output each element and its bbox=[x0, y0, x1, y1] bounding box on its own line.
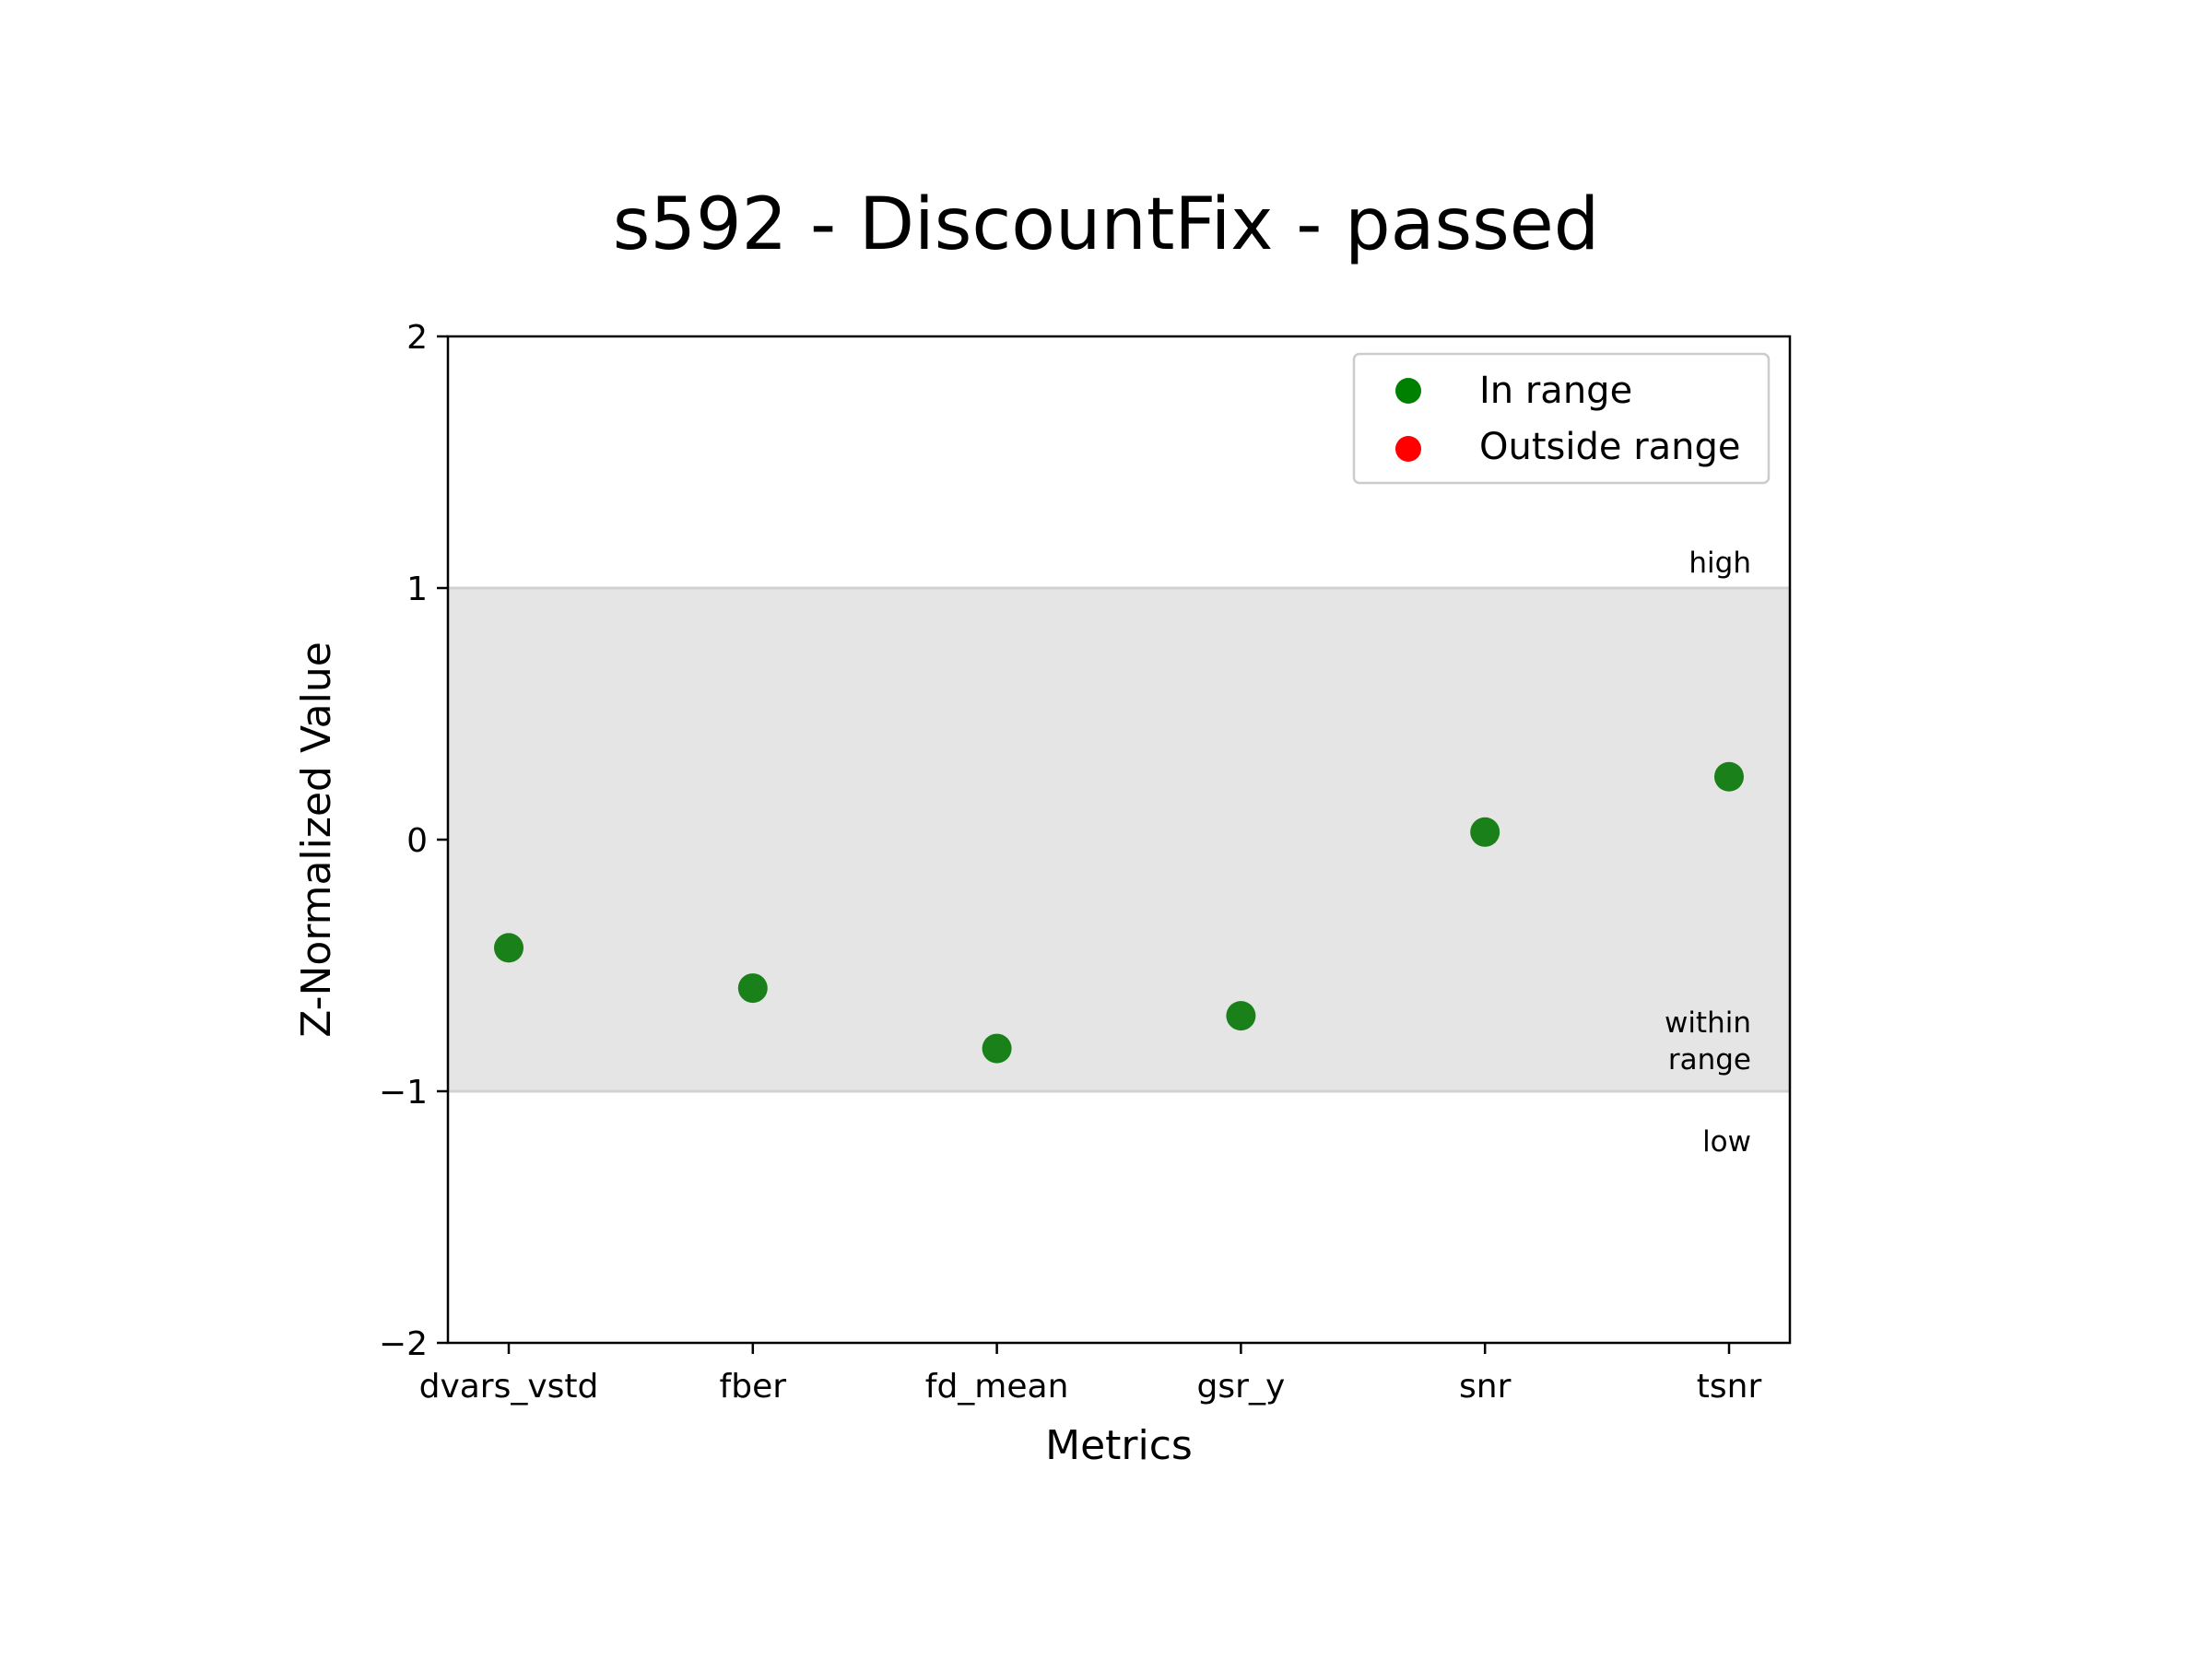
data-point-gsr_y bbox=[1226, 1001, 1256, 1031]
y-tick-label: 2 bbox=[406, 319, 428, 357]
y-tick-label: 0 bbox=[406, 822, 428, 860]
band-label-high: high bbox=[1688, 547, 1751, 580]
x-tick-label: fd_mean bbox=[925, 1368, 1069, 1406]
y-axis-label: Z-Normalized Value bbox=[293, 641, 340, 1038]
x-tick-label: fber bbox=[720, 1368, 787, 1406]
legend-box bbox=[1352, 352, 1771, 485]
y-tick-label: −2 bbox=[379, 1325, 428, 1363]
legend-label-outside-range: Outside range bbox=[1479, 426, 1741, 468]
data-point-dvars_vstd bbox=[494, 933, 524, 963]
y-axis-ticks: 2 1 0 −1 −2 bbox=[379, 319, 448, 1363]
plot-frame bbox=[446, 335, 1792, 1345]
x-tick-label: snr bbox=[1459, 1368, 1512, 1406]
legend-marker-outside-range bbox=[1395, 436, 1421, 462]
data-point-snr bbox=[1470, 817, 1500, 847]
band-label-within-line2: range bbox=[1668, 1043, 1751, 1077]
legend: In range Outside range bbox=[1352, 352, 1771, 485]
chart-title: s592 - DiscountFix - passed bbox=[613, 183, 1600, 266]
data-point-fber bbox=[737, 973, 768, 1004]
data-point-tsnr bbox=[1714, 761, 1744, 792]
x-axis-ticks: dvars_vstd fber fd_mean gsr_y snr tsnr bbox=[419, 1343, 1762, 1406]
x-tick-label: dvars_vstd bbox=[419, 1368, 599, 1406]
y-tick-label: −1 bbox=[379, 1074, 428, 1112]
legend-label-in-range: In range bbox=[1479, 370, 1632, 412]
legend-marker-in-range bbox=[1395, 378, 1421, 404]
data-point-fd_mean bbox=[982, 1033, 1012, 1064]
x-tick-label: tsnr bbox=[1697, 1368, 1762, 1406]
y-tick-label: 1 bbox=[406, 571, 428, 608]
band-label-within-line1: within bbox=[1665, 1006, 1751, 1040]
within-range-band bbox=[448, 588, 1790, 1091]
data-points bbox=[494, 761, 1744, 1064]
band-label-low: low bbox=[1702, 1125, 1751, 1159]
x-tick-label: gsr_y bbox=[1197, 1368, 1286, 1406]
x-axis-label: Metrics bbox=[1045, 1422, 1193, 1469]
